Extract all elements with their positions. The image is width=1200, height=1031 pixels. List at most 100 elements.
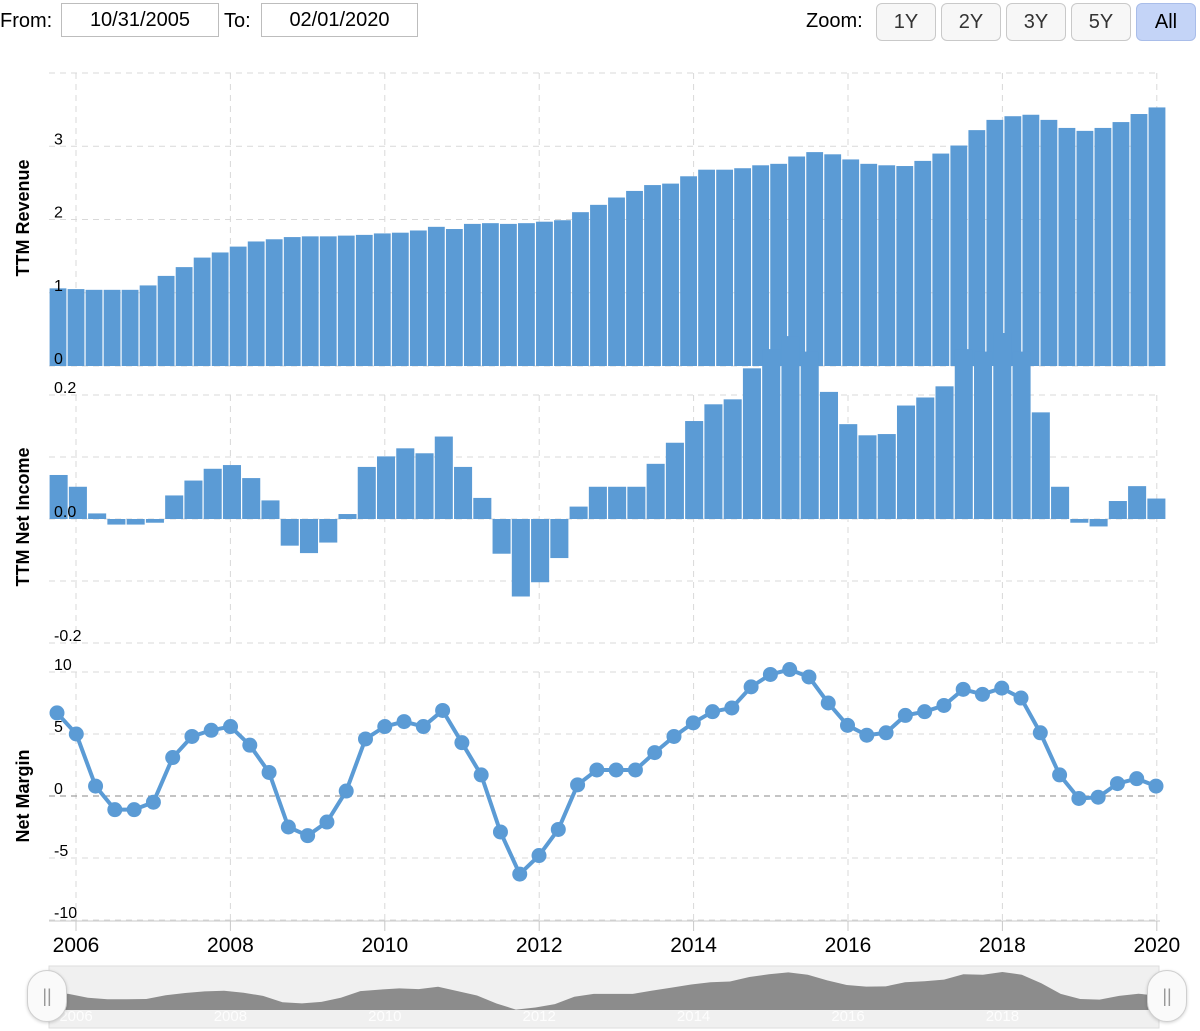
net-income-bar — [126, 519, 145, 525]
net-margin-point — [936, 697, 952, 713]
revenue-bar — [770, 163, 788, 366]
net-margin-point — [68, 726, 84, 742]
revenue-bar — [157, 275, 175, 366]
navigator-label: 2016 — [831, 1008, 864, 1025]
net-margin-point — [1052, 767, 1068, 783]
zoom-3y-button[interactable]: 3Y — [1006, 3, 1066, 41]
navigator-left-handle[interactable]: || — [27, 970, 67, 1022]
revenue-bar — [445, 229, 463, 366]
net-margin-point — [820, 695, 836, 711]
net-income-bar — [49, 474, 68, 519]
net-margin-point — [223, 719, 239, 735]
net-income-bar — [511, 519, 530, 597]
net-income-bar — [319, 519, 338, 543]
net-income-bar — [685, 421, 704, 519]
revenue-bar — [500, 223, 517, 366]
net-margin-point — [473, 767, 489, 783]
net-income-bar — [954, 349, 973, 519]
navigator[interactable]: 2006 2008 2010 2012 2014 2016 2018 — [48, 965, 1160, 1029]
net-income-bar — [1012, 351, 1031, 519]
revenue-bar — [608, 197, 625, 366]
revenue-bar — [1022, 114, 1040, 366]
net-income-bar — [1128, 486, 1147, 519]
net-margin-point — [1032, 725, 1048, 741]
revenue-bar — [932, 153, 950, 366]
revenue-bar — [572, 212, 589, 366]
revenue-bars — [49, 107, 1166, 367]
net-income-bar — [935, 386, 954, 519]
net-margin-point — [897, 707, 913, 723]
net-margin-point — [435, 702, 451, 718]
net-margin-point — [647, 745, 663, 761]
net-margin-line — [49, 662, 1164, 882]
net-income-bar — [531, 519, 550, 583]
net-margin-point — [878, 725, 894, 741]
to-date-input[interactable]: 02/01/2020 — [261, 3, 418, 37]
revenue-bar — [211, 252, 229, 366]
revenue-bar — [1058, 127, 1076, 366]
revenue-bar — [481, 223, 499, 366]
net-income-y-tick: 0.2 — [54, 380, 76, 397]
revenue-bar — [139, 285, 157, 366]
from-date-input[interactable]: 10/31/2005 — [61, 3, 219, 37]
revenue-bar — [121, 289, 139, 366]
zoom-all-button[interactable]: All — [1136, 3, 1196, 41]
x-axis-label: 2010 — [361, 934, 408, 957]
revenue-bar — [950, 145, 968, 366]
net-margin-point — [801, 669, 817, 685]
net-margin-point — [300, 828, 316, 844]
net-income-bar — [68, 486, 87, 519]
revenue-bar — [1094, 127, 1112, 366]
revenue-bar — [463, 223, 481, 366]
net-income-bar — [742, 368, 761, 519]
net-income-bar — [242, 478, 261, 519]
revenue-bar — [842, 159, 860, 366]
revenue-bar — [301, 236, 319, 366]
net-income-bar — [550, 519, 569, 559]
net-income-bar — [1108, 501, 1127, 519]
net-income-bar — [723, 399, 742, 519]
x-axis-label: 2014 — [670, 934, 717, 957]
revenue-bar — [373, 233, 391, 366]
navigator-area — [49, 972, 1158, 1010]
net-margin-point — [492, 824, 508, 840]
revenue-bar — [824, 154, 842, 366]
revenue-bar — [85, 289, 103, 366]
navigator-label: 2010 — [368, 1008, 401, 1025]
y-axis-label-revenue: TTM Revenue — [13, 159, 33, 276]
net-margin-point — [357, 731, 373, 747]
zoom-2y-button[interactable]: 2Y — [941, 3, 1001, 41]
net-margin-point — [512, 866, 528, 882]
net-income-bar — [1070, 519, 1089, 523]
revenue-bar — [67, 289, 85, 366]
revenue-bar — [554, 220, 571, 366]
revenue-bar — [590, 204, 607, 366]
net-income-y-tick: 0.0 — [54, 504, 76, 521]
x-axis-label: 2012 — [516, 934, 563, 957]
revenue-bar — [734, 168, 752, 366]
net-margin-point — [184, 728, 200, 744]
x-axis-label: 2008 — [207, 934, 254, 957]
zoom-5y-button[interactable]: 5Y — [1071, 3, 1131, 41]
net-margin-point — [454, 735, 470, 751]
zoom-1y-button[interactable]: 1Y — [876, 3, 936, 41]
net-margin-point — [762, 666, 778, 682]
net-margin-y-tick: 0 — [54, 781, 63, 798]
revenue-bar — [319, 236, 337, 366]
revenue-bar — [878, 165, 896, 366]
navigator-right-handle[interactable]: || — [1147, 970, 1187, 1022]
net-margin-point — [1090, 789, 1106, 805]
net-margin-point — [570, 777, 586, 793]
net-income-bar — [588, 486, 607, 519]
net-income-bar — [877, 434, 896, 519]
revenue-bar — [409, 230, 427, 366]
revenue-bar — [427, 226, 445, 366]
net-income-bar — [357, 466, 376, 519]
revenue-bar — [103, 289, 121, 366]
net-income-bar — [665, 442, 684, 519]
net-margin-point — [994, 680, 1010, 696]
navigator-label: 2012 — [523, 1008, 556, 1025]
net-income-bar — [704, 404, 723, 519]
net-income-bar — [1031, 412, 1050, 519]
